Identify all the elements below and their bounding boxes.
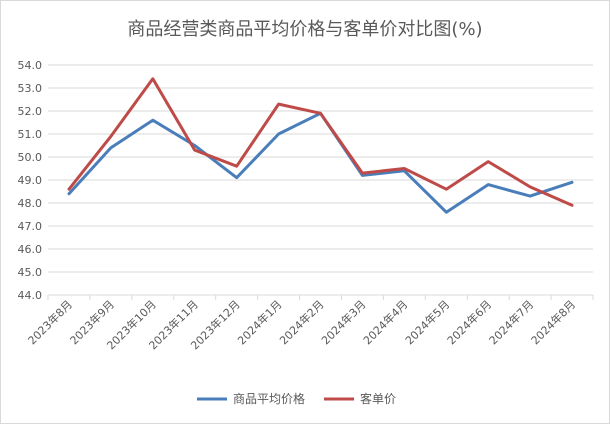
data-point [277,133,280,136]
x-tick-label: 2023年8月 [25,297,75,347]
data-point [571,181,574,184]
x-tick-label: 2024年1月 [234,297,284,347]
data-point [571,204,574,207]
y-tick-label: 51.0 [18,128,43,141]
series-line-2 [67,77,574,207]
data-point [109,135,112,138]
data-point [235,176,238,179]
x-tick-label: 2024年4月 [360,297,410,347]
data-point [67,192,70,195]
y-tick-label: 47.0 [18,220,43,233]
y-tick-label: 49.0 [18,174,43,187]
legend-label: 商品平均价格 [233,391,305,406]
data-point [109,146,112,149]
data-point [319,112,322,115]
y-tick-label: 50.0 [18,151,43,164]
data-point [529,185,532,188]
legend-label: 客单价 [360,391,396,406]
x-tick-label: 2024年5月 [402,297,452,347]
x-tick-label: 2024年8月 [528,297,578,347]
y-tick-label: 53.0 [18,82,43,95]
y-tick-label: 46.0 [18,243,43,256]
legend: 商品平均价格 客单价 [197,391,396,406]
y-tick-label: 52.0 [18,105,43,118]
data-point [529,195,532,198]
data-point [151,77,154,80]
y-tick-label: 44.0 [18,289,43,302]
grid-layer [47,64,594,300]
y-tick-label: 48.0 [18,197,43,210]
data-point [67,188,70,191]
y-tick-label: 54.0 [18,59,43,72]
data-point [403,167,406,170]
data-point [235,165,238,168]
x-tick-label: 2024年6月 [444,297,494,347]
data-point [361,172,364,175]
x-tick-label: 2024年2月 [276,297,326,347]
y-axis-ticks: 44.0 45.0 46.0 47.0 48.0 49.0 50.0 51.0 52.0 53.0… [18,59,43,302]
series-line-1 [67,111,574,214]
chart-title: 商品经营类商品平均价格与客单价对比图(%) [127,19,483,40]
y-tick-label: 45.0 [18,266,43,279]
data-point [445,188,448,191]
data-point [487,183,490,186]
series-layer [67,77,574,214]
data-point [277,103,280,106]
x-axis-ticks: 2023年8月2023年9月2023年10月2023年11月2023年12月20… [25,297,578,352]
data-point [193,149,196,152]
data-point [151,119,154,122]
x-tick-label: 2024年3月 [318,297,368,347]
data-point [487,160,490,163]
data-point [445,211,448,214]
x-tick-label: 2024年7月 [486,297,536,347]
